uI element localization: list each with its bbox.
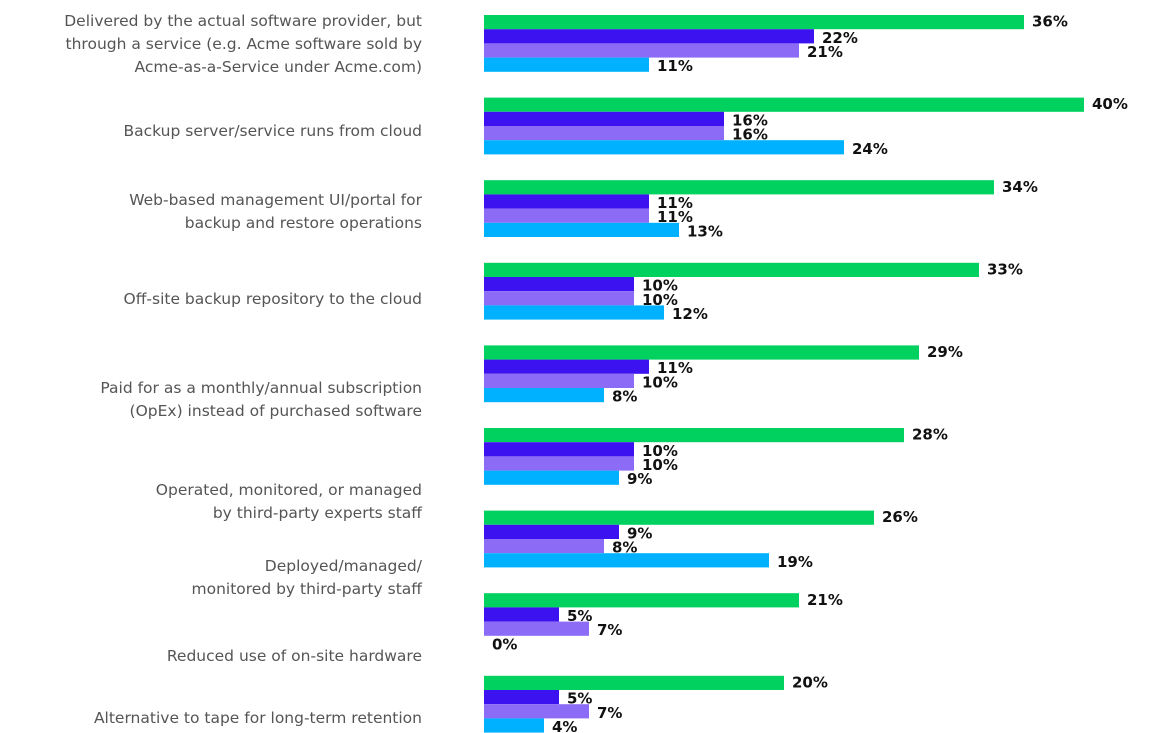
bar <box>484 359 649 374</box>
value-label: 19% <box>777 553 813 571</box>
bar <box>484 57 649 72</box>
value-label: 4% <box>552 718 577 733</box>
bar <box>484 607 559 622</box>
bar <box>484 180 994 195</box>
bar <box>484 97 1084 112</box>
value-label: 8% <box>612 539 637 557</box>
bar <box>484 194 649 209</box>
value-label: 9% <box>627 470 652 488</box>
value-label: 16% <box>732 111 768 129</box>
value-label: 10% <box>642 456 678 474</box>
bar <box>484 593 799 608</box>
value-label: 10% <box>642 291 678 309</box>
value-label: 5% <box>567 690 592 708</box>
category-label: Reduced use of on-site hardware <box>166 646 422 665</box>
value-label: 22% <box>822 29 858 47</box>
value-label: 5% <box>567 607 592 625</box>
bar <box>484 277 634 292</box>
value-label: 28% <box>912 426 948 444</box>
value-label: 16% <box>732 126 768 144</box>
value-label: 13% <box>687 222 723 240</box>
value-label: 0% <box>492 635 517 653</box>
value-label: 10% <box>642 442 678 460</box>
category-label: Alternative to tape for long-term retent… <box>93 708 422 727</box>
category-label: Delivered by the actual software provide… <box>64 11 422 76</box>
value-label: 21% <box>807 591 843 609</box>
bar <box>484 428 904 443</box>
value-label: 26% <box>882 508 918 526</box>
value-label: 10% <box>642 373 678 391</box>
category-label: Deployed/managed/ monitored by third-par… <box>191 557 422 598</box>
bar <box>484 388 604 403</box>
bar <box>484 718 544 733</box>
value-label: 24% <box>852 140 888 158</box>
value-label: 36% <box>1032 13 1068 31</box>
bar <box>484 208 649 223</box>
bar <box>484 43 799 58</box>
bar <box>484 553 769 568</box>
value-label: 29% <box>927 343 963 361</box>
bar <box>484 539 604 554</box>
value-label: 7% <box>597 621 622 639</box>
bar <box>484 222 679 237</box>
bar <box>484 262 979 277</box>
value-label: 20% <box>792 673 828 691</box>
bar <box>484 373 634 388</box>
value-label: 10% <box>642 277 678 295</box>
category-label: Web-based management UI/portal for backu… <box>129 191 422 232</box>
bar <box>484 621 589 636</box>
bar <box>484 675 784 690</box>
bar <box>484 126 724 141</box>
bar <box>484 690 559 705</box>
value-label: 8% <box>612 388 637 406</box>
value-label: 34% <box>1002 178 1038 196</box>
bar <box>484 291 634 306</box>
bar <box>484 470 619 485</box>
category-label: Paid for as a monthly/annual subscriptio… <box>100 379 422 420</box>
bar <box>484 305 664 320</box>
category-label: Backup server/service runs from cloud <box>123 121 422 140</box>
bar <box>484 704 589 719</box>
bar <box>484 15 1024 30</box>
value-label: 11% <box>657 57 693 75</box>
bar <box>484 345 919 360</box>
bar <box>484 29 814 44</box>
bar <box>484 140 844 155</box>
bar <box>484 442 634 457</box>
value-label: 40% <box>1092 95 1128 113</box>
value-label: 11% <box>657 208 693 226</box>
bar <box>484 111 724 126</box>
category-label: Off-site backup repository to the cloud <box>123 289 422 308</box>
value-label: 7% <box>597 704 622 722</box>
value-label: 12% <box>672 305 708 323</box>
value-label: 11% <box>657 194 693 212</box>
bar <box>484 510 874 525</box>
bar <box>484 524 619 539</box>
bar <box>484 456 634 471</box>
value-label: 21% <box>807 43 843 61</box>
value-label: 11% <box>657 359 693 377</box>
value-label: 9% <box>627 524 652 542</box>
value-label: 33% <box>987 260 1023 278</box>
category-label: Operated, monitored, or managed by third… <box>155 481 422 522</box>
